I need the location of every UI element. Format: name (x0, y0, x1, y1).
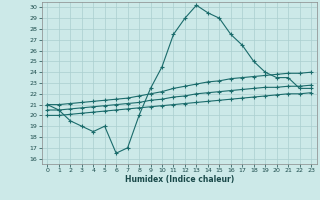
X-axis label: Humidex (Indice chaleur): Humidex (Indice chaleur) (124, 175, 234, 184)
